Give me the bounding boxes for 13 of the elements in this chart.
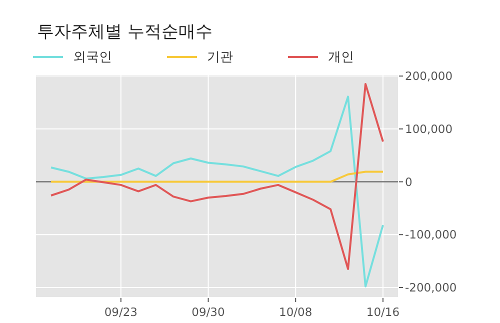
x-tick-label: 10/08 — [279, 305, 312, 319]
legend-label: 외국인 — [73, 50, 112, 65]
y-tick-label: 0 — [405, 174, 412, 189]
x-tick-label: 09/30 — [192, 305, 225, 319]
x-tick-label: 10/16 — [366, 305, 400, 319]
legend-label: 개인 — [328, 50, 354, 65]
x-tick-label: 09/23 — [104, 305, 138, 319]
legend-label: 기관 — [207, 50, 233, 65]
y-tick-label: -100,000 — [405, 228, 457, 242]
y-tick-label: -200,000 — [405, 280, 457, 294]
y-tick-label: 100,000 — [405, 122, 453, 136]
chart-title: 투자주체별 누적순매수 — [37, 22, 212, 42]
y-tick-label: 200,000 — [405, 69, 453, 84]
